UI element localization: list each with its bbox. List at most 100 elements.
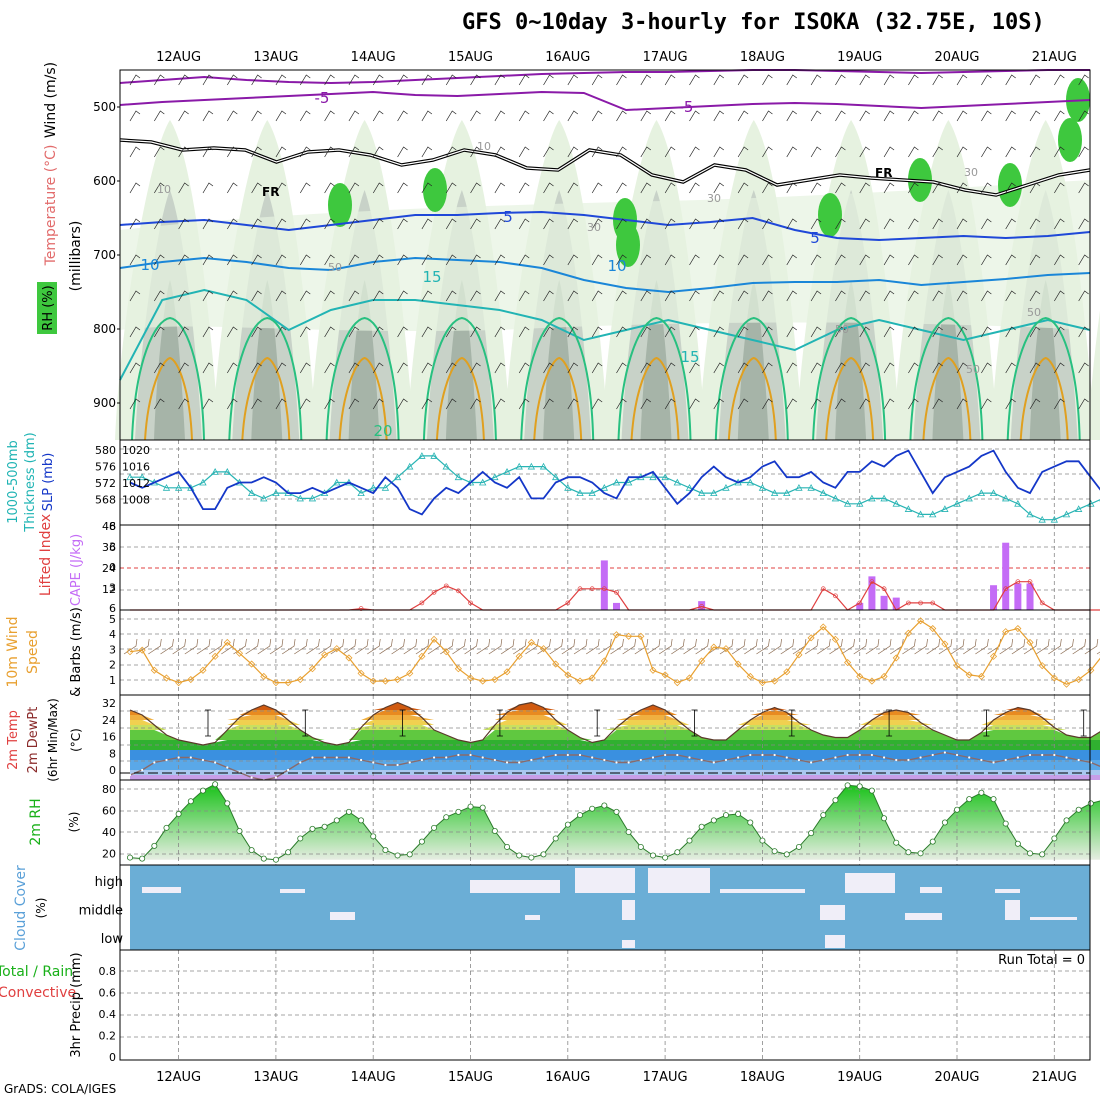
wind-barb: [251, 74, 262, 86]
wind-speed-point: [1002, 628, 1010, 636]
wind-barb: [883, 182, 895, 194]
cloud-bar: [820, 905, 845, 920]
wind-barb: [859, 182, 870, 194]
wind-speed-point: [588, 674, 596, 682]
wind-barb-10m: [488, 638, 503, 655]
legend-total-rain: Total / Rain: [0, 964, 73, 980]
dewpoint-point: [420, 758, 423, 762]
dewpoint-point: [396, 763, 399, 767]
wind-speed-line: [129, 620, 1100, 685]
wind-barb-10m: [744, 638, 758, 655]
wind-barb: [470, 74, 481, 86]
rh-point: [333, 817, 340, 824]
wind-barb: [543, 326, 554, 338]
wind-barb-10m: [148, 638, 162, 655]
wind-barb: [372, 362, 384, 374]
dewpoint-point: [895, 758, 898, 762]
dewpoint-point: [858, 753, 861, 757]
wind-barb: [1029, 290, 1041, 302]
thickness-point: [1014, 499, 1022, 507]
rh-point: [199, 787, 206, 794]
dewpoint-line: [129, 751, 1100, 781]
wind-barb: [664, 398, 676, 410]
wind-barb: [226, 74, 238, 86]
dewpoint-point: [870, 753, 874, 757]
rh-point: [406, 851, 413, 858]
wind-barb: [567, 110, 579, 122]
wind-barb: [494, 398, 506, 410]
wind-barb: [908, 290, 919, 302]
wind-barb: [1054, 146, 1065, 158]
wind-barb-10m: [561, 638, 576, 655]
rh-point: [297, 835, 304, 842]
wind-barb: [713, 326, 725, 338]
y-tick-label-left: 3: [109, 582, 116, 595]
wind-barb-10m: [999, 638, 1014, 655]
wind-barb: [859, 110, 870, 122]
wind-barb: [324, 362, 335, 374]
rh-point: [1027, 850, 1034, 857]
wind-barb: [591, 110, 603, 122]
wind-barb-10m: [646, 638, 661, 655]
rh-point: [467, 803, 474, 810]
wind-barb: [275, 146, 287, 158]
dewpoint-point: [141, 768, 144, 772]
rh-shade-green: [1058, 118, 1082, 162]
rh-shade-green: [998, 163, 1022, 207]
thickness-point: [758, 483, 767, 491]
wind-barb: [129, 182, 141, 194]
wind-barb-10m: [768, 638, 782, 655]
date-label-bottom: 18AUG: [740, 1070, 785, 1085]
temperature-contour-hot: [727, 356, 777, 441]
temperature-contour-label: 20: [373, 422, 392, 440]
thickness-point: [673, 478, 681, 486]
thickness-point: [1062, 510, 1071, 518]
temperature-contour-label: 5: [503, 208, 513, 226]
rh-point: [212, 781, 219, 788]
wind-barb: [397, 182, 408, 194]
wind-barb: [494, 182, 506, 194]
wind-barb: [737, 182, 749, 194]
wind-barb: [275, 290, 287, 302]
wind-barb-10m: [415, 638, 430, 655]
wind-speed-point: [977, 672, 985, 681]
y-tick-label: 800: [93, 322, 116, 336]
dewpoint-point: [226, 766, 229, 769]
y-tick-label-right: 1016: [122, 461, 150, 474]
wind-barb-10m: [598, 638, 612, 655]
temperature-band: [130, 750, 1100, 760]
wind-barb: [1029, 110, 1041, 122]
rh-point: [528, 854, 535, 861]
thickness-point: [904, 505, 913, 512]
run-total-label: Run Total = 0: [998, 953, 1085, 968]
temperature-band: [130, 730, 1100, 740]
wind-barb: [299, 74, 311, 86]
date-label-top: 21AUG: [1032, 50, 1077, 65]
thickness-point: [770, 489, 779, 497]
wind-barb: [835, 74, 846, 86]
wind-speed-point: [1026, 638, 1034, 647]
wind-barb: [883, 74, 895, 86]
thickness-point: [503, 468, 511, 475]
ylabel-2m-rh: 2m RH: [28, 798, 44, 845]
rh-point: [674, 849, 681, 856]
wind-speed-point: [904, 629, 912, 637]
wind-barb: [591, 146, 603, 158]
wind-barb: [1005, 74, 1016, 86]
wind-barb-10m: [1023, 638, 1038, 655]
wind-barb: [859, 218, 870, 230]
cloud-bar: [622, 900, 635, 920]
wind-barb: [470, 182, 481, 194]
y-tick-label-right: 1012: [122, 477, 150, 490]
lifted-index-point: [1015, 579, 1021, 585]
rh-point: [893, 839, 900, 846]
wind-barb-10m: [427, 638, 442, 655]
wind-barb: [835, 218, 846, 230]
thickness-point: [174, 483, 183, 491]
lifted-index-point: [431, 589, 437, 595]
dewpoint-point: [299, 761, 302, 764]
thickness-point: [491, 473, 499, 481]
wind-barb-10m: [391, 638, 405, 655]
thickness-point: [393, 473, 402, 481]
rh-point: [686, 837, 693, 844]
